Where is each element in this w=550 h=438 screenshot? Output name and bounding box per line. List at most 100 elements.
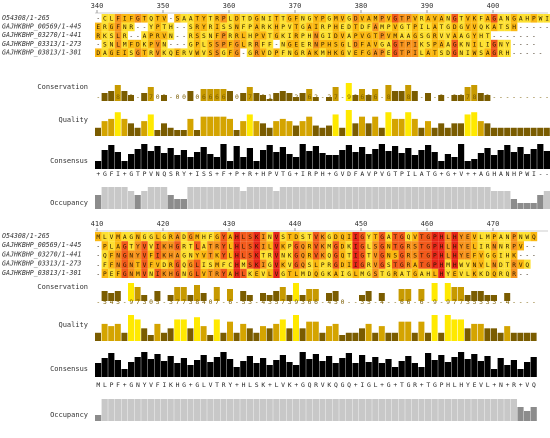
residue-cell <box>207 259 214 269</box>
residue-letter: H <box>169 253 173 260</box>
conservation-value: 6 <box>360 93 364 101</box>
residue-cell <box>233 268 241 278</box>
residue-letter: G <box>321 271 325 278</box>
residue-letter: S <box>308 262 312 269</box>
residue-letter: H <box>453 262 457 269</box>
residue-letter: V <box>275 243 279 250</box>
residue-cell <box>471 31 478 40</box>
residue-letter: T <box>486 33 490 40</box>
residue-letter: Y <box>222 243 226 250</box>
residue-cell <box>141 48 148 57</box>
residue-letter: H <box>235 262 239 269</box>
conservation-value: 4 <box>242 93 246 101</box>
residue-cell <box>194 39 201 49</box>
consensus-letter: T <box>281 170 285 178</box>
residue-letter: S <box>413 253 417 260</box>
residue-letter: T <box>242 16 246 23</box>
consensus-bar <box>458 352 465 377</box>
residue-cell <box>260 48 267 57</box>
residue-cell <box>299 48 307 57</box>
residue-cell <box>444 232 452 242</box>
residue-cell <box>213 14 221 23</box>
residue-cell <box>497 39 505 49</box>
residue-cell <box>128 232 135 242</box>
residue-letter: L <box>242 253 246 260</box>
ruler-tick-label: 440 <box>289 220 302 228</box>
consensus-bar <box>180 150 187 169</box>
residue-cell <box>319 268 326 278</box>
consensus-letter: H <box>446 381 450 389</box>
residue-cell <box>365 232 373 242</box>
residue-letter: T <box>374 234 378 241</box>
residue-cell <box>471 259 478 269</box>
residue-letter: D <box>136 41 140 48</box>
conservation-bar <box>121 91 128 101</box>
consensus-letter: F <box>222 170 226 178</box>
residue-letter: G <box>301 24 305 31</box>
residue-cell <box>240 22 247 32</box>
residue-letter: Y <box>136 253 140 260</box>
residue-letter: R <box>308 243 312 250</box>
residue-letter: F <box>294 16 298 23</box>
occupancy-bar <box>444 187 451 209</box>
consensus-bar <box>365 362 372 377</box>
residue-letter: - <box>525 271 529 278</box>
ruler-tick-label: 360 <box>223 2 236 10</box>
residue-cell <box>431 39 439 49</box>
occupancy-bar <box>233 399 240 421</box>
quality-bar <box>524 127 530 136</box>
quality-bar <box>471 323 478 341</box>
residue-cell <box>477 232 485 242</box>
residue-cell <box>154 48 161 57</box>
residue-letter: T <box>420 243 424 250</box>
residue-letter: A <box>400 271 404 278</box>
residue-cell <box>260 14 267 23</box>
residue-cell <box>504 250 511 260</box>
consensus-letter: G <box>129 381 133 389</box>
conservation-value: 3 <box>301 298 305 306</box>
residue-cell <box>233 232 241 242</box>
residue-letter: A <box>367 16 371 23</box>
residue-letter: R <box>268 253 272 260</box>
residue-letter: G <box>136 16 140 23</box>
residue-cell <box>385 259 392 269</box>
residue-letter: K <box>162 50 166 57</box>
occupancy-bar <box>293 399 300 421</box>
residue-cell <box>266 48 274 57</box>
conservation-value: 5 <box>189 93 193 101</box>
residue-cell <box>332 48 340 57</box>
residue-letter: P <box>407 50 411 57</box>
conservation-value: 3 <box>360 298 364 306</box>
residue-letter: F <box>479 16 483 23</box>
residue-letter: S <box>426 41 430 48</box>
consensus-letter: H <box>176 381 180 389</box>
residue-cell <box>359 232 366 242</box>
residue-letter: Y <box>506 41 510 48</box>
conservation-bar <box>213 287 220 301</box>
quality-bar <box>491 127 497 136</box>
residue-letter: S <box>374 243 378 250</box>
residue-letter: S <box>110 33 114 40</box>
residue-cell <box>405 31 412 40</box>
residue-letter: - <box>519 24 523 31</box>
consensus-letter: + <box>294 170 298 178</box>
residue-cell <box>154 232 161 242</box>
residue-letter: T <box>433 50 437 57</box>
residue-cell <box>326 232 333 242</box>
residue-cell <box>392 14 399 23</box>
quality-bar <box>187 118 194 136</box>
occupancy-bar <box>141 399 148 421</box>
residue-cell <box>253 31 260 40</box>
quality-bar <box>161 123 167 136</box>
conservation-value: 8 <box>407 93 411 101</box>
residue-letter: L <box>473 243 477 250</box>
residue-cell <box>510 268 518 278</box>
residue-cell <box>167 241 175 251</box>
conservation-value: 0 <box>182 93 186 101</box>
conservation-value: 5 <box>242 298 246 306</box>
residue-cell <box>345 259 353 269</box>
quality-bar <box>497 127 504 136</box>
residue-letter: N <box>506 234 510 241</box>
conservation-value: 5 <box>228 93 232 101</box>
